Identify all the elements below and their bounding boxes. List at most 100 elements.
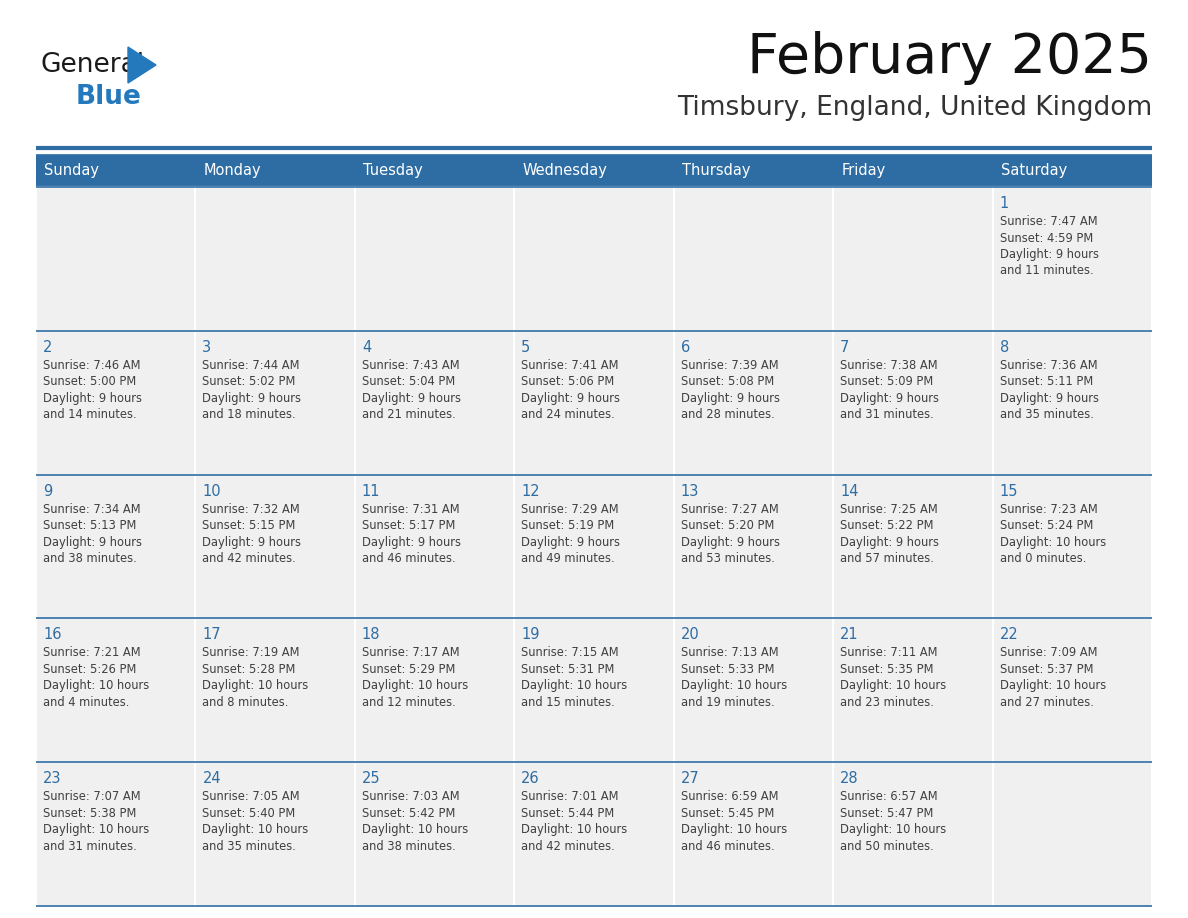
Bar: [355, 330, 514, 475]
Text: Sunrise: 7:27 AM: Sunrise: 7:27 AM: [681, 502, 778, 516]
Text: and 35 minutes.: and 35 minutes.: [999, 409, 1093, 421]
Text: Daylight: 10 hours: Daylight: 10 hours: [362, 679, 468, 692]
Text: and 46 minutes.: and 46 minutes.: [681, 840, 775, 853]
Text: Sunset: 5:06 PM: Sunset: 5:06 PM: [522, 375, 614, 388]
Text: General: General: [40, 52, 144, 78]
Text: and 8 minutes.: and 8 minutes.: [202, 696, 289, 709]
Bar: [674, 330, 833, 475]
Text: Sunset: 5:31 PM: Sunset: 5:31 PM: [522, 663, 614, 676]
Text: Friday: Friday: [841, 163, 885, 178]
Text: Sunrise: 7:05 AM: Sunrise: 7:05 AM: [202, 790, 301, 803]
Text: Daylight: 9 hours: Daylight: 9 hours: [681, 535, 779, 549]
Text: and 31 minutes.: and 31 minutes.: [840, 409, 934, 421]
Text: Daylight: 9 hours: Daylight: 9 hours: [522, 392, 620, 405]
Text: 10: 10: [202, 484, 221, 498]
Bar: [514, 187, 674, 330]
Text: 1: 1: [999, 196, 1009, 211]
Bar: [992, 475, 1152, 619]
Text: Sunset: 5:45 PM: Sunset: 5:45 PM: [681, 807, 775, 820]
Text: and 42 minutes.: and 42 minutes.: [522, 840, 615, 853]
Text: 8: 8: [999, 340, 1009, 354]
Text: 20: 20: [681, 627, 700, 643]
Text: Sunset: 5:02 PM: Sunset: 5:02 PM: [202, 375, 296, 388]
Text: Daylight: 10 hours: Daylight: 10 hours: [999, 535, 1106, 549]
Text: 23: 23: [43, 771, 62, 786]
Text: Daylight: 10 hours: Daylight: 10 hours: [840, 823, 947, 836]
Text: Sunset: 5:26 PM: Sunset: 5:26 PM: [43, 663, 137, 676]
Text: Daylight: 9 hours: Daylight: 9 hours: [43, 535, 143, 549]
Text: Sunset: 5:29 PM: Sunset: 5:29 PM: [362, 663, 455, 676]
Text: and 12 minutes.: and 12 minutes.: [362, 696, 456, 709]
Text: Sunrise: 6:59 AM: Sunrise: 6:59 AM: [681, 790, 778, 803]
Text: Daylight: 10 hours: Daylight: 10 hours: [202, 679, 309, 692]
Text: Saturday: Saturday: [1000, 163, 1067, 178]
Text: Sunset: 5:38 PM: Sunset: 5:38 PM: [43, 807, 137, 820]
Text: 28: 28: [840, 771, 859, 786]
Text: Sunset: 5:00 PM: Sunset: 5:00 PM: [43, 375, 137, 388]
Text: 22: 22: [999, 627, 1018, 643]
Bar: [355, 155, 514, 187]
Text: 25: 25: [362, 771, 380, 786]
Text: Sunset: 5:24 PM: Sunset: 5:24 PM: [999, 519, 1093, 532]
Bar: [674, 187, 833, 330]
Text: Sunrise: 7:01 AM: Sunrise: 7:01 AM: [522, 790, 619, 803]
Text: 2: 2: [43, 340, 52, 354]
Text: Daylight: 10 hours: Daylight: 10 hours: [522, 679, 627, 692]
Bar: [833, 155, 992, 187]
Text: Sunrise: 7:21 AM: Sunrise: 7:21 AM: [43, 646, 140, 659]
Text: Daylight: 9 hours: Daylight: 9 hours: [362, 535, 461, 549]
Text: and 0 minutes.: and 0 minutes.: [999, 552, 1086, 565]
Text: and 50 minutes.: and 50 minutes.: [840, 840, 934, 853]
Bar: [992, 155, 1152, 187]
Text: Daylight: 10 hours: Daylight: 10 hours: [840, 679, 947, 692]
Text: Thursday: Thursday: [682, 163, 750, 178]
Text: 5: 5: [522, 340, 531, 354]
Text: Sunrise: 7:46 AM: Sunrise: 7:46 AM: [43, 359, 140, 372]
Text: and 38 minutes.: and 38 minutes.: [43, 552, 137, 565]
Text: Wednesday: Wednesday: [523, 163, 607, 178]
Text: Daylight: 9 hours: Daylight: 9 hours: [362, 392, 461, 405]
Text: Daylight: 10 hours: Daylight: 10 hours: [362, 823, 468, 836]
Text: and 21 minutes.: and 21 minutes.: [362, 409, 456, 421]
Bar: [36, 155, 196, 187]
Text: Sunrise: 7:39 AM: Sunrise: 7:39 AM: [681, 359, 778, 372]
Text: Sunset: 5:20 PM: Sunset: 5:20 PM: [681, 519, 775, 532]
Polygon shape: [128, 47, 156, 83]
Text: 4: 4: [362, 340, 371, 354]
Text: Sunrise: 7:07 AM: Sunrise: 7:07 AM: [43, 790, 140, 803]
Bar: [196, 155, 355, 187]
Text: Sunrise: 7:41 AM: Sunrise: 7:41 AM: [522, 359, 619, 372]
Text: Sunset: 5:08 PM: Sunset: 5:08 PM: [681, 375, 773, 388]
Text: 24: 24: [202, 771, 221, 786]
Text: Sunrise: 7:47 AM: Sunrise: 7:47 AM: [999, 215, 1098, 228]
Text: Sunset: 5:22 PM: Sunset: 5:22 PM: [840, 519, 934, 532]
Text: and 42 minutes.: and 42 minutes.: [202, 552, 296, 565]
Bar: [674, 155, 833, 187]
Text: and 53 minutes.: and 53 minutes.: [681, 552, 775, 565]
Text: Sunrise: 7:43 AM: Sunrise: 7:43 AM: [362, 359, 460, 372]
Bar: [196, 330, 355, 475]
Text: Sunset: 5:33 PM: Sunset: 5:33 PM: [681, 663, 775, 676]
Text: Sunset: 5:44 PM: Sunset: 5:44 PM: [522, 807, 614, 820]
Text: Sunrise: 7:11 AM: Sunrise: 7:11 AM: [840, 646, 937, 659]
Text: Tuesday: Tuesday: [362, 163, 423, 178]
Text: Sunrise: 7:19 AM: Sunrise: 7:19 AM: [202, 646, 299, 659]
Bar: [36, 187, 196, 330]
Text: Daylight: 10 hours: Daylight: 10 hours: [43, 679, 150, 692]
Text: Blue: Blue: [76, 84, 141, 110]
Bar: [36, 330, 196, 475]
Bar: [36, 762, 196, 906]
Text: and 14 minutes.: and 14 minutes.: [43, 409, 137, 421]
Text: and 35 minutes.: and 35 minutes.: [202, 840, 296, 853]
Text: Sunset: 5:42 PM: Sunset: 5:42 PM: [362, 807, 455, 820]
Text: Sunset: 5:15 PM: Sunset: 5:15 PM: [202, 519, 296, 532]
Text: 12: 12: [522, 484, 539, 498]
Bar: [355, 762, 514, 906]
Bar: [514, 475, 674, 619]
Text: Sunday: Sunday: [44, 163, 99, 178]
Text: and 57 minutes.: and 57 minutes.: [840, 552, 934, 565]
Text: Sunrise: 7:03 AM: Sunrise: 7:03 AM: [362, 790, 460, 803]
Text: 6: 6: [681, 340, 690, 354]
Bar: [355, 475, 514, 619]
Text: and 18 minutes.: and 18 minutes.: [202, 409, 296, 421]
